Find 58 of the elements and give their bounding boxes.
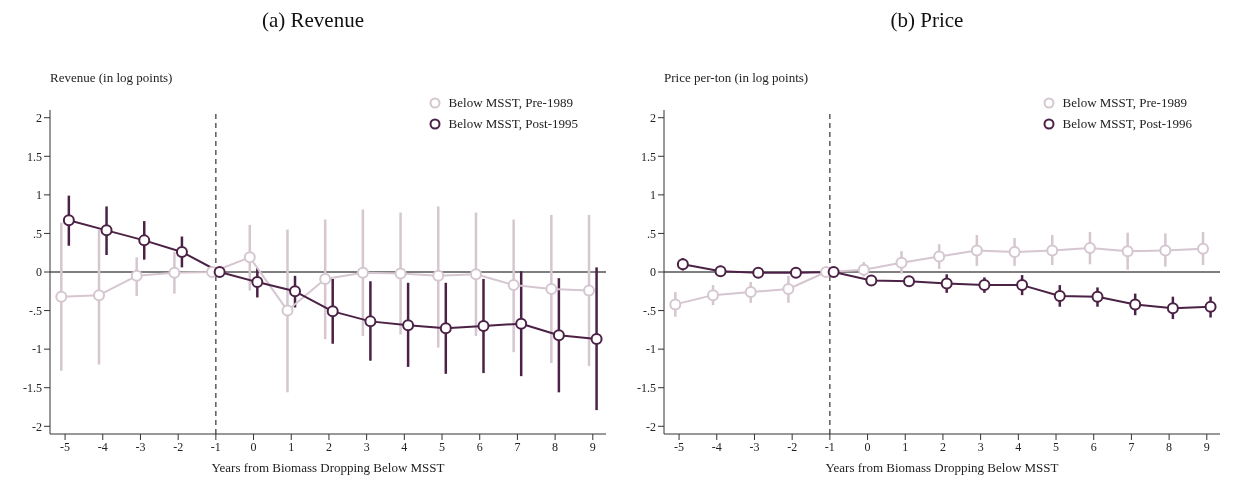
x-tick-label: -1 xyxy=(210,439,221,454)
x-tick-label: 7 xyxy=(1128,439,1135,454)
x-axis-title: Years from Biomass Dropping Below MSST xyxy=(825,460,1059,475)
x-tick-label: 4 xyxy=(401,439,408,454)
x-tick-label: 6 xyxy=(476,439,483,454)
chart-title: (b) Price xyxy=(889,8,965,34)
y-tick-label: 2 xyxy=(36,110,42,125)
y-tick-label: 0 xyxy=(36,265,42,280)
x-axis-title: Years from Biomass Dropping Below MSST xyxy=(211,460,445,475)
x-tick-label: 5 xyxy=(1053,439,1060,454)
x-tick-label: 3 xyxy=(977,439,984,454)
y-tick-label: -.5 xyxy=(643,303,656,318)
x-tick-label: 6 xyxy=(1090,439,1097,454)
y-tick-label: 1.5 xyxy=(641,149,656,164)
x-tick-label: -2 xyxy=(787,439,798,454)
y-axis-title: Price per-ton (in log points) xyxy=(664,70,809,86)
y-tick-label: -.5 xyxy=(29,303,42,318)
y-tick-label: 1 xyxy=(36,188,42,203)
x-tick-label: 7 xyxy=(514,439,521,454)
x-tick-label: -5 xyxy=(60,439,71,454)
x-tick-label: 1 xyxy=(288,439,295,454)
x-tick-label: -1 xyxy=(824,439,835,454)
x-tick-label: 9 xyxy=(1203,439,1210,454)
x-tick-label: 8 xyxy=(552,439,559,454)
x-tick-label: 2 xyxy=(325,439,332,454)
x-tick-label: 8 xyxy=(1166,439,1173,454)
x-tick-label: 0 xyxy=(250,439,257,454)
y-tick-label: -2 xyxy=(646,419,656,434)
y-axis-title: Revenue (in log points) xyxy=(50,70,173,86)
x-tick-label: 0 xyxy=(864,439,871,454)
y-tick-label: 1 xyxy=(650,188,656,203)
x-tick-label: -4 xyxy=(711,439,722,454)
x-tick-label: -5 xyxy=(674,439,685,454)
y-tick-label: 2 xyxy=(650,110,656,125)
y-tick-label: 0 xyxy=(650,265,656,280)
x-tick-label: -4 xyxy=(97,439,108,454)
x-tick-label: 4 xyxy=(1015,439,1022,454)
y-tick-label: .5 xyxy=(647,226,656,241)
y-tick-label: -1 xyxy=(32,342,42,357)
legend-label: Below MSST, Post-1996 xyxy=(1062,115,1192,132)
x-tick-label: -3 xyxy=(135,439,146,454)
x-tick-label: 2 xyxy=(939,439,946,454)
legend-label: Below MSST, Pre-1989 xyxy=(448,94,573,111)
y-tick-label: -1.5 xyxy=(637,380,656,395)
x-tick-label: 1 xyxy=(902,439,909,454)
x-tick-label: -3 xyxy=(749,439,760,454)
y-tick-label: -1 xyxy=(646,342,656,357)
x-tick-label: 3 xyxy=(363,439,370,454)
x-tick-label: 5 xyxy=(439,439,446,454)
x-tick-label: 9 xyxy=(589,439,596,454)
chart-title: (a) Revenue xyxy=(261,8,365,34)
legend-label: Below MSST, Pre-1989 xyxy=(1062,94,1187,111)
x-tick-label: -2 xyxy=(173,439,184,454)
y-tick-label: .5 xyxy=(33,226,42,241)
y-tick-label: -2 xyxy=(32,419,42,434)
y-tick-label: -1.5 xyxy=(23,380,42,395)
y-tick-label: 1.5 xyxy=(27,149,42,164)
legend-label: Below MSST, Post-1995 xyxy=(448,115,578,132)
